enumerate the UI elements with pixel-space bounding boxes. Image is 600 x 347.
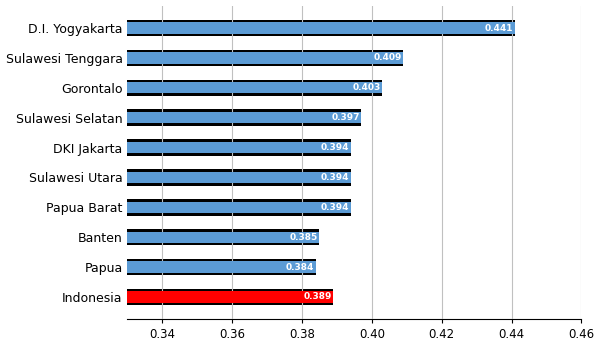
Text: 0.385: 0.385	[289, 233, 318, 242]
Bar	[0, 82, 382, 93]
Bar	[0, 169, 351, 186]
Bar	[0, 109, 361, 126]
Text: 0.389: 0.389	[304, 293, 332, 302]
Bar	[0, 22, 515, 34]
Text: 0.409: 0.409	[373, 53, 401, 62]
Bar	[0, 291, 334, 303]
Bar	[0, 50, 403, 66]
Bar	[0, 139, 351, 156]
Text: 0.394: 0.394	[320, 143, 349, 152]
Bar	[0, 112, 361, 123]
Bar	[0, 261, 316, 273]
Text: 0.441: 0.441	[485, 24, 513, 33]
Bar	[0, 229, 319, 245]
Bar	[0, 79, 382, 96]
Bar	[0, 289, 334, 305]
Bar	[0, 52, 403, 64]
Bar	[0, 259, 316, 275]
Text: 0.384: 0.384	[286, 263, 314, 272]
Text: 0.403: 0.403	[352, 83, 380, 92]
Bar	[0, 172, 351, 183]
Text: 0.394: 0.394	[320, 203, 349, 212]
Bar	[0, 199, 351, 215]
Bar	[0, 142, 351, 153]
Bar	[0, 20, 515, 36]
Bar	[0, 202, 351, 213]
Text: 0.397: 0.397	[331, 113, 359, 122]
Text: 0.394: 0.394	[320, 173, 349, 182]
Bar	[0, 231, 319, 243]
